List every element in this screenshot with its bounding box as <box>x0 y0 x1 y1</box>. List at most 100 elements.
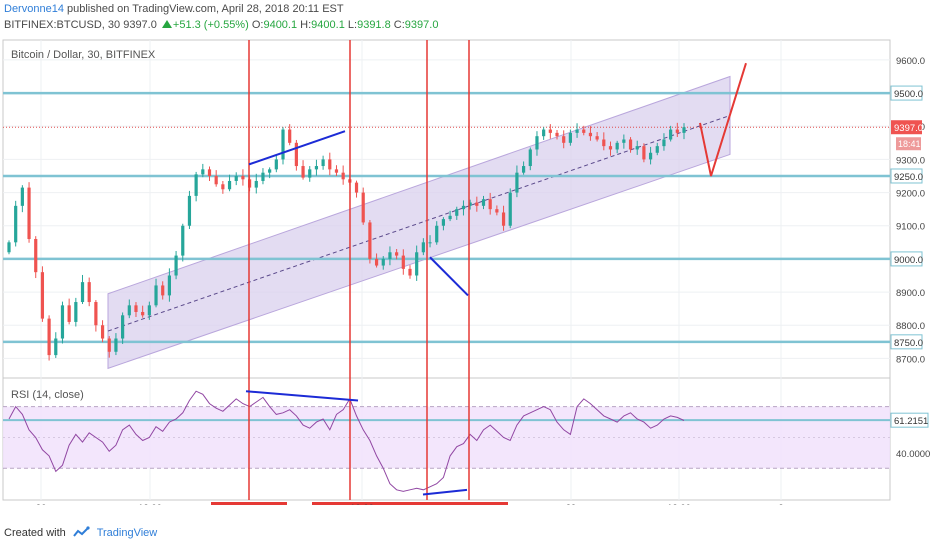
marker-label-box <box>211 502 287 505</box>
tradingview-brand-link[interactable]: TradingView <box>96 527 158 539</box>
rsi-band <box>3 406 890 469</box>
candle-body <box>241 175 245 180</box>
candle-body <box>421 242 425 253</box>
candle-body <box>87 282 91 303</box>
candle-body <box>435 225 439 243</box>
level-label: 9500.0 <box>894 89 923 100</box>
trendlines <box>245 62 747 496</box>
close-value: 9397.0 <box>404 19 439 31</box>
candle-body <box>388 252 392 259</box>
candle-body <box>67 305 71 322</box>
rsi-divergence-trendline <box>245 390 359 402</box>
price-tick-label: 8800.0 <box>896 321 925 332</box>
candle-body <box>602 139 606 147</box>
candle-body <box>261 172 265 181</box>
candle-body <box>7 242 11 253</box>
candle-body <box>669 129 673 140</box>
candle-body <box>141 311 145 316</box>
candle-body <box>227 180 232 190</box>
candle-body <box>562 136 566 143</box>
last-price-box <box>891 120 922 135</box>
candle-body <box>328 159 332 170</box>
last-price-label: 9397.0 <box>894 123 923 134</box>
level-label: 9000.0 <box>894 255 923 266</box>
candle-body <box>294 142 298 167</box>
price-axis: 8700.08800.08900.09100.09200.09300.09400… <box>890 56 930 460</box>
price-divergence-trendline <box>429 256 469 297</box>
candle-body <box>121 315 125 339</box>
candle-body <box>281 129 285 160</box>
candle-body <box>107 338 111 352</box>
candle-body <box>201 169 205 175</box>
low-label: L: <box>347 19 358 31</box>
level-label: 8750.0 <box>894 338 923 349</box>
candle-body <box>642 146 646 160</box>
candle-body <box>301 166 305 178</box>
time-tick-label: 26 <box>36 503 47 505</box>
candle-body <box>495 209 499 213</box>
published-text: published on TradingView.com, April 28, … <box>67 3 344 15</box>
candle-body <box>455 209 459 216</box>
candle-body <box>161 285 165 296</box>
candle-body <box>288 129 292 143</box>
candle-body <box>14 205 18 243</box>
author-link[interactable]: Dervonne14 <box>4 3 64 15</box>
candle-body <box>34 239 38 273</box>
time-tick-label: 12:00 <box>138 503 162 505</box>
candle-body <box>381 258 385 266</box>
candle-body <box>481 199 486 206</box>
price-tick-label: 8900.0 <box>896 288 925 299</box>
candle-body <box>221 184 225 190</box>
low-value: 9391.8 <box>357 19 391 31</box>
candle-body <box>234 175 238 181</box>
candle-body <box>321 159 325 167</box>
candle-body <box>622 139 626 143</box>
candle-body <box>47 318 51 356</box>
chart-area[interactable]: 2018-04-26 23:30:002018-04-27 11:00:0020… <box>0 0 932 505</box>
candle-body <box>501 212 506 226</box>
candle-body <box>174 255 178 276</box>
candle-body <box>361 192 365 223</box>
candle-body <box>475 202 479 206</box>
marker-label-box <box>374 502 450 505</box>
candle-body <box>662 139 666 147</box>
candle-body <box>207 169 212 176</box>
candle-body <box>461 205 466 210</box>
candle-body <box>254 180 258 188</box>
horizontal-levels <box>3 91 890 344</box>
marker-label-box <box>432 502 508 505</box>
candle-body <box>368 222 372 259</box>
candle-body <box>134 305 138 312</box>
up-arrow-icon <box>161 20 172 28</box>
candle-body <box>27 187 31 240</box>
candle-body <box>181 225 185 256</box>
high-label: H: <box>300 19 312 31</box>
candle-body <box>94 302 98 326</box>
candle-body <box>542 129 546 137</box>
candle-body <box>555 132 559 137</box>
candle-body <box>395 252 399 256</box>
rsi-line <box>8 390 685 492</box>
open-value: 9400.1 <box>263 19 298 31</box>
price-tick-label: 9600.0 <box>896 56 925 67</box>
price-tick-label: 9300.0 <box>896 155 925 166</box>
rsi-divergence-trendline <box>422 488 468 496</box>
candle-body <box>522 166 526 173</box>
marker-label-box <box>312 502 388 505</box>
candle-body <box>528 149 532 167</box>
candle-body <box>20 187 24 206</box>
open-label: O: <box>251 19 264 31</box>
candle-body <box>100 325 105 339</box>
level-label-box <box>890 85 923 101</box>
high-value: 9400.1 <box>311 19 345 31</box>
tradingview-logo-icon <box>73 526 90 537</box>
level-label: 9250.0 <box>894 172 923 183</box>
candle-body <box>127 305 131 316</box>
symbol-label: BITFINEX:BTCUSD, 30 <box>4 19 121 31</box>
candle-body <box>535 136 539 150</box>
rsi-tick-label: 40.0000 <box>896 449 930 460</box>
candle-body <box>582 129 586 133</box>
candle-body <box>60 305 65 339</box>
projection-path <box>699 62 747 177</box>
time-tick-label: 3 <box>778 503 783 505</box>
